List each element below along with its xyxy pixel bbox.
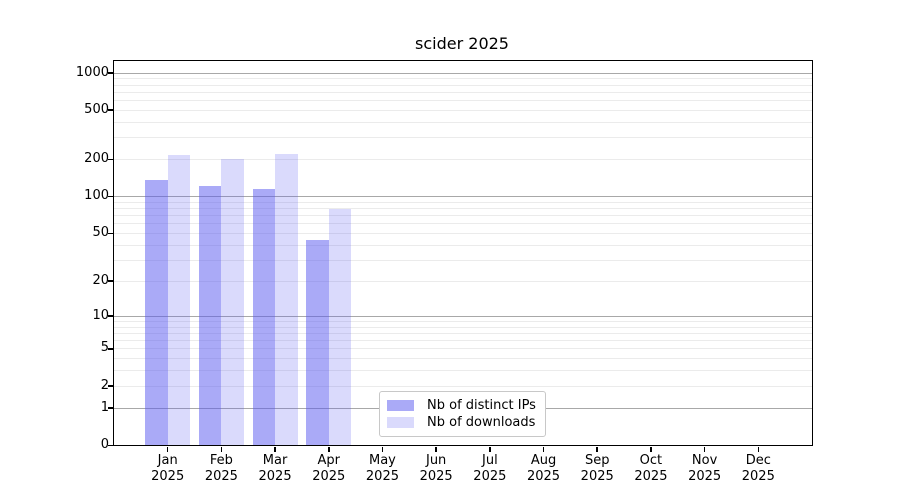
legend-swatch-downloads bbox=[387, 417, 414, 428]
gridline-minor bbox=[114, 244, 812, 246]
x-tick-mark bbox=[274, 446, 276, 452]
bar-downloads-apr bbox=[328, 209, 352, 445]
x-tick-mark bbox=[327, 446, 330, 452]
x-tick-mark bbox=[757, 446, 760, 452]
gridline-minor bbox=[114, 320, 812, 322]
x-tick-label: Apr 2025 bbox=[312, 453, 346, 484]
y-tick-label: 1000 bbox=[75, 64, 109, 80]
y-tick-mark bbox=[107, 72, 113, 74]
y-tick-label: 10 bbox=[92, 307, 109, 323]
plot-area: 0 1 2 5 10 20 50 100 200 500 1000 Jan 2025 Feb 2025 M… bbox=[76, 60, 813, 484]
x-tick-mark bbox=[542, 446, 545, 452]
legend-label-downloads: Nb of downloads bbox=[427, 415, 536, 430]
y-tick-mark bbox=[107, 444, 113, 447]
x-tick-label: Mar 2025 bbox=[258, 453, 292, 484]
chart-title: scider 2025 bbox=[415, 34, 509, 53]
gridline-minor bbox=[114, 233, 812, 235]
gridline-minor bbox=[114, 259, 812, 261]
gridline-minor bbox=[114, 280, 812, 282]
y-tick-mark bbox=[107, 280, 113, 282]
x-tick-mark bbox=[703, 446, 706, 452]
gridline-minor bbox=[114, 201, 812, 203]
x-tick-label: Jul 2025 bbox=[473, 453, 507, 484]
legend-box: Nb of distinct IPs Nb of downloads bbox=[379, 391, 546, 437]
x-tick-mark bbox=[166, 446, 169, 452]
gridline-minor bbox=[114, 159, 812, 161]
legend-swatch-distinct-ips bbox=[387, 400, 414, 411]
bar-distinct-ips-apr bbox=[306, 239, 329, 445]
bar-downloads-mar bbox=[275, 154, 298, 445]
y-tick-mark bbox=[107, 315, 113, 317]
legend-item-downloads: Nb of downloads bbox=[387, 414, 538, 431]
y-tick-label: 20 bbox=[92, 272, 109, 288]
gridline-minor bbox=[114, 358, 812, 360]
gridline-minor bbox=[114, 385, 812, 387]
y-tick-label: 50 bbox=[92, 225, 109, 241]
y-tick-mark bbox=[107, 232, 113, 235]
x-tick-mark bbox=[650, 446, 652, 452]
y-tick-mark bbox=[107, 347, 113, 350]
x-tick-label: Sep 2025 bbox=[580, 453, 614, 484]
bar-distinct-ips-jan bbox=[145, 180, 168, 445]
bar-downloads-jan bbox=[167, 155, 191, 445]
y-tick-label: 1 bbox=[100, 399, 109, 415]
y-tick-label: 500 bbox=[84, 101, 109, 117]
legend-label-distinct-ips: Nb of distinct IPs bbox=[427, 398, 536, 413]
gridline-minor bbox=[114, 109, 812, 111]
x-tick-label: Nov 2025 bbox=[688, 453, 722, 484]
gridline-minor bbox=[114, 100, 812, 102]
y-tick-label: 2 bbox=[100, 377, 109, 393]
x-tick-label: Feb 2025 bbox=[204, 453, 238, 484]
x-tick-mark bbox=[435, 446, 437, 452]
x-tick-label: Dec 2025 bbox=[741, 453, 775, 484]
gridline-minor bbox=[114, 91, 812, 93]
gridline-minor bbox=[114, 137, 812, 139]
x-tick-mark bbox=[381, 446, 384, 452]
gridline-minor bbox=[114, 340, 812, 342]
x-tick-mark bbox=[220, 446, 223, 452]
x-tick-label: Oct 2025 bbox=[634, 453, 668, 484]
gridline-minor bbox=[114, 84, 812, 86]
bar-distinct-ips-mar bbox=[252, 188, 276, 445]
gridline-minor bbox=[114, 78, 812, 80]
gridline-minor bbox=[114, 326, 812, 328]
gridline-minor bbox=[114, 223, 812, 225]
gridline-minor bbox=[114, 370, 812, 372]
y-tick-label: 0 bbox=[100, 437, 109, 452]
gridline-minor bbox=[114, 332, 812, 334]
y-tick-label: 5 bbox=[100, 340, 109, 356]
x-tick-label: Jun 2025 bbox=[419, 453, 453, 484]
gridline-major bbox=[114, 315, 812, 317]
y-tick-mark bbox=[107, 158, 113, 161]
gridline-minor bbox=[114, 121, 812, 123]
x-tick-label: May 2025 bbox=[365, 453, 399, 484]
y-tick-label: 200 bbox=[84, 151, 109, 167]
gridline-minor bbox=[114, 208, 812, 210]
y-tick-label: 100 bbox=[84, 188, 109, 204]
bar-distinct-ips-feb bbox=[198, 186, 222, 445]
y-tick-mark bbox=[107, 195, 113, 198]
y-tick-mark bbox=[107, 109, 113, 111]
x-tick-mark bbox=[596, 446, 599, 452]
x-tick-label: Aug 2025 bbox=[526, 453, 561, 484]
x-tick-mark bbox=[489, 446, 491, 452]
y-tick-mark bbox=[107, 385, 113, 387]
y-tick-mark bbox=[107, 407, 113, 409]
gridline-major bbox=[114, 196, 812, 198]
x-tick-label: Jan 2025 bbox=[151, 453, 185, 484]
gridline-minor bbox=[114, 215, 812, 217]
gridline-minor bbox=[114, 348, 812, 350]
bar-downloads-feb bbox=[221, 159, 244, 445]
legend-item-distinct-ips: Nb of distinct IPs bbox=[387, 397, 538, 414]
gridline-major bbox=[114, 72, 812, 74]
